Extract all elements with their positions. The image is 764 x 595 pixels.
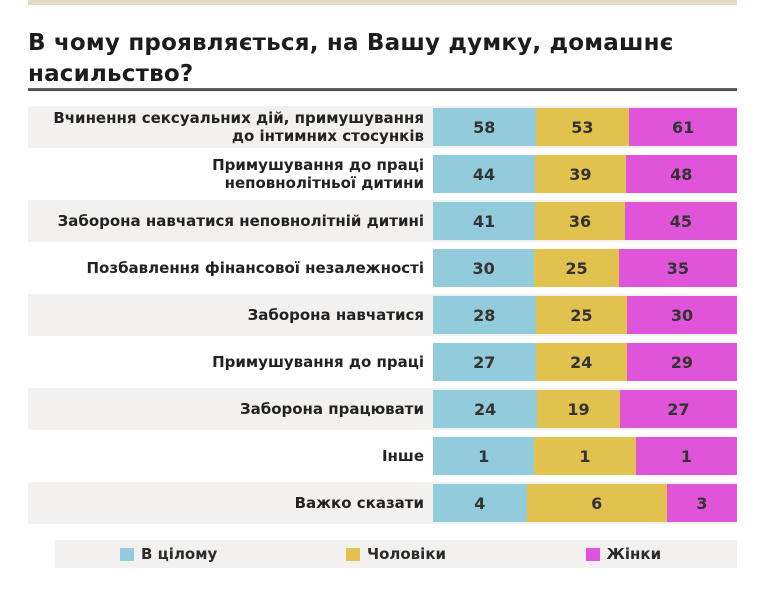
- category-label: Позбавлення фінансової незалежності: [86, 258, 425, 277]
- bar-segment-women: 29: [626, 343, 737, 381]
- chart-legend: В цілому Чоловіки Жінки: [55, 540, 737, 568]
- bar-segment-overall: 1: [433, 437, 535, 475]
- legend-item-women: Жінки: [510, 545, 737, 563]
- stacked-bar: 41 36 45: [433, 202, 737, 240]
- bar-segment-men: 1: [534, 437, 636, 475]
- bar-segment-overall: 30: [433, 249, 535, 287]
- chart-rows: Вчинення сексуальних дій, примушування д…: [28, 106, 737, 529]
- legend-item-overall: В цілому: [55, 545, 282, 563]
- bar-segment-overall: 27: [433, 343, 536, 381]
- bar-segment-men: 19: [537, 390, 620, 428]
- chart-title: В чому проявляється, на Вашу думку, дома…: [28, 30, 674, 87]
- chart-row: Позбавлення фінансової незалежності 30 25 3…: [28, 247, 737, 289]
- bar-segment-men: 36: [535, 202, 625, 240]
- legend-swatch-women-icon: [585, 547, 600, 561]
- bar-segment-women: 3: [666, 484, 737, 522]
- legend-swatch-overall-icon: [120, 547, 135, 561]
- bar-segment-overall: 24: [433, 390, 538, 428]
- bar-segment-overall: 28: [433, 296, 536, 334]
- chart-row: Заборона працювати 24 19 27: [28, 388, 737, 430]
- category-label: Заборона навчатися: [247, 305, 424, 324]
- stacked-bar: 28 25 30: [433, 296, 737, 334]
- bar-segment-men: 25: [534, 249, 619, 287]
- bar-segment-men: 53: [535, 108, 630, 146]
- legend-item-men: Чоловіки: [282, 545, 509, 563]
- legend-label-overall: В цілому: [141, 545, 218, 563]
- category-label: Заборона працювати: [239, 399, 424, 418]
- bar-segment-men: 39: [535, 155, 626, 193]
- chart-row: Важко сказати 4 6 3: [28, 482, 737, 524]
- category-label: Заборона навчатися неповнолітній дитині: [57, 211, 424, 230]
- category-label: Примушування до праці неповнолітньої дит…: [212, 155, 424, 192]
- bar-segment-women: 1: [635, 437, 737, 475]
- category-label: Важко сказати: [294, 493, 424, 512]
- bar-segment-women: 48: [625, 155, 737, 193]
- top-accent-strip: [28, 0, 737, 5]
- bar-segment-women: 61: [629, 108, 737, 146]
- bar-segment-overall: 41: [433, 202, 536, 240]
- legend-swatch-men-icon: [345, 547, 360, 561]
- legend-label-men: Чоловіки: [366, 545, 447, 563]
- bar-segment-women: 45: [624, 202, 737, 240]
- bar-segment-men: 6: [526, 484, 667, 522]
- legend-label-women: Жінки: [606, 545, 662, 563]
- bar-segment-men: 25: [535, 296, 628, 334]
- chart-row: Примушування до праці 27 24 29: [28, 341, 737, 383]
- bar-segment-overall: 44: [433, 155, 536, 193]
- chart-row: Інше 1 1 1: [28, 435, 737, 477]
- stacked-bar: 44 39 48: [433, 155, 737, 193]
- stacked-bar: 27 24 29: [433, 343, 737, 381]
- bar-segment-women: 30: [627, 296, 737, 334]
- chart-row: Примушування до праці неповнолітньої дит…: [28, 153, 737, 195]
- bar-segment-men: 24: [535, 343, 627, 381]
- bar-segment-overall: 4: [433, 484, 527, 522]
- category-label: Інше: [381, 446, 424, 465]
- bar-segment-women: 35: [618, 249, 737, 287]
- bar-segment-women: 27: [619, 390, 737, 428]
- stacked-bar: 58 53 61: [433, 108, 737, 146]
- bar-segment-overall: 58: [433, 108, 536, 146]
- stacked-bar: 24 19 27: [433, 390, 737, 428]
- category-label: Примушування до праці: [212, 352, 424, 371]
- title-divider: [28, 88, 737, 91]
- stacked-bar: 30 25 35: [433, 249, 737, 287]
- chart-row: Заборона навчатися 28 25 30: [28, 294, 737, 336]
- chart-row: Вчинення сексуальних дій, примушування д…: [28, 106, 737, 148]
- chart-row: Заборона навчатися неповнолітній дитині 4…: [28, 200, 737, 242]
- category-label: Вчинення сексуальних дій, примушування д…: [53, 108, 424, 145]
